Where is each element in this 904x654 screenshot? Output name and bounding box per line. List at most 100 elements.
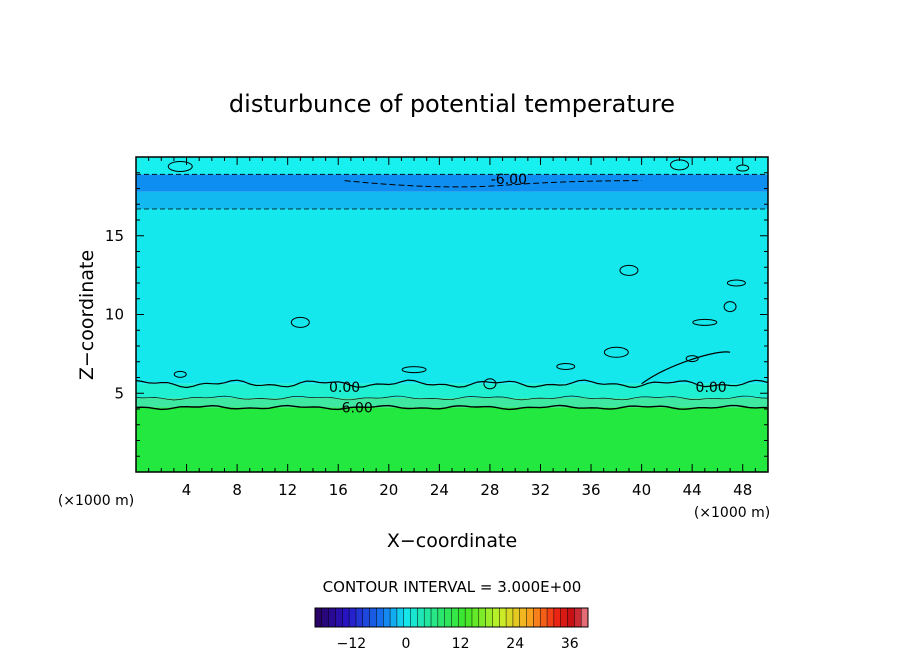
colorbar-cell: [574, 608, 582, 627]
y-axis: 5 10 15: [105, 156, 768, 473]
colorbar-cell: [506, 608, 514, 627]
x-tick-label: 4: [182, 481, 192, 499]
contour-blob: [167, 160, 193, 172]
contour-blob: [290, 316, 310, 328]
colorbar-cell: [519, 608, 527, 627]
colorbar-cell: [396, 608, 405, 627]
contour-label-2: 0.00: [696, 380, 727, 396]
contour-blob: [685, 355, 699, 363]
contour-band-5: [136, 174, 768, 192]
y-tick-label: 10: [105, 306, 124, 324]
x-tick-label: 8: [232, 481, 242, 499]
colorbar-cell: [444, 608, 452, 627]
colorbar-cell: [437, 608, 445, 627]
x-tick-label: 36: [581, 481, 600, 499]
colorbar-cell: [526, 608, 534, 627]
x-tick-label: 28: [480, 481, 499, 499]
colorbar-cell: [342, 608, 350, 627]
chart-title: disturbunce of potential temperature: [229, 90, 675, 118]
x-tick-label: 40: [632, 481, 651, 499]
x-tick-label: 48: [733, 481, 752, 499]
x-tick-label: 32: [531, 481, 550, 499]
colorbar-cell: [383, 608, 391, 627]
contour-blob: [619, 264, 639, 276]
colorbar-cell: [410, 608, 418, 627]
colorbar-cell: [492, 608, 500, 627]
colorbar-cell: [321, 608, 329, 627]
x-tick-label: 24: [430, 481, 449, 499]
contour-blob: [401, 366, 427, 374]
colorbar-tick-label: 12: [452, 636, 470, 652]
contour-line-neg6: [344, 180, 642, 188]
colorbar-tick-label: 0: [402, 636, 411, 652]
colorbar-cell: [431, 608, 439, 627]
colorbar-cell: [512, 608, 521, 627]
colorbar-cell: [581, 608, 589, 627]
colorbar-cell: [417, 608, 425, 627]
contour-band-1: [136, 397, 768, 408]
colorbar-cell: [478, 608, 486, 627]
colorbar-cell: [540, 608, 548, 627]
colorbar-cell: [355, 608, 364, 627]
colorbar-cell: [553, 608, 561, 627]
contour-blob: [736, 164, 750, 172]
colorbar-cell: [328, 608, 336, 627]
contour-line-6: [135, 404, 768, 411]
colorbar-frame: [314, 607, 589, 628]
colorbar-cell: [424, 608, 432, 627]
contour-band-2: [136, 383, 768, 398]
contour-interval-label: CONTOUR INTERVAL = 3.000E+00: [323, 578, 582, 596]
contour-blob: [173, 370, 187, 378]
colorbar-cell: [403, 608, 411, 627]
plot-area: 0.00 6.00 0.00 -6.00: [135, 156, 769, 473]
colorbar-cell: [547, 608, 555, 627]
colorbar: −12 0 12 24 36: [314, 607, 589, 652]
colorbar-cell: [533, 608, 541, 627]
colorbar-cell: [335, 608, 343, 627]
contour-blob: [723, 301, 737, 313]
contour-blob: [692, 318, 718, 326]
y-tick-label: 15: [105, 227, 124, 245]
contour-line-0: [135, 379, 769, 389]
contour-band-0: [136, 407, 768, 472]
colorbar-cell: [376, 608, 384, 627]
colorbar-tick-label: 36: [561, 636, 579, 652]
colorbar-cell: [465, 608, 473, 627]
colorbar-cell: [369, 608, 377, 627]
colorbar-cell: [362, 608, 370, 627]
colorbar-cell: [390, 608, 398, 627]
colorbar-cell: [458, 608, 466, 627]
contour-label-3: -6.00: [491, 172, 527, 188]
colorbar-tick-label: 24: [506, 636, 524, 652]
x-tick-label: 20: [379, 481, 398, 499]
contour-label-0: 0.00: [329, 380, 360, 396]
contour-blob: [726, 279, 746, 287]
contour-band-4: [136, 191, 768, 209]
x-tick-label: 16: [329, 481, 348, 499]
colorbar-cell: [451, 608, 459, 627]
colorbar-cell: [567, 608, 575, 627]
x-axis: 4 8 12 16 20 24 28 32 36 40 44 48: [135, 157, 769, 499]
colorbar-cell: [349, 608, 357, 627]
colorbar-cell: [499, 608, 507, 627]
y-unit-label: (×1000 m): [58, 493, 134, 509]
contour-band-6: [136, 157, 768, 175]
colorbar-cell: [485, 608, 493, 627]
x-tick-label: 12: [278, 481, 297, 499]
colorbar-tick-label: −12: [337, 636, 367, 652]
colorbar-cell: [560, 608, 568, 627]
colorbar-cell: [315, 608, 323, 627]
colorbar-cell: [471, 608, 480, 627]
contour-blob: [483, 378, 497, 390]
x-tick-label: 44: [683, 481, 702, 499]
contour-line-3: [135, 395, 769, 401]
x-unit-label: (×1000 m): [694, 505, 770, 521]
contour-blob: [556, 362, 576, 370]
contour-band-3: [136, 208, 768, 384]
contour-blob: [603, 346, 629, 358]
y-axis-label: Z−coordinate: [76, 250, 98, 380]
x-axis-label: X−coordinate: [387, 530, 517, 552]
contour-label-1: 6.00: [342, 400, 373, 416]
contour-line-0-right: [641, 351, 731, 385]
